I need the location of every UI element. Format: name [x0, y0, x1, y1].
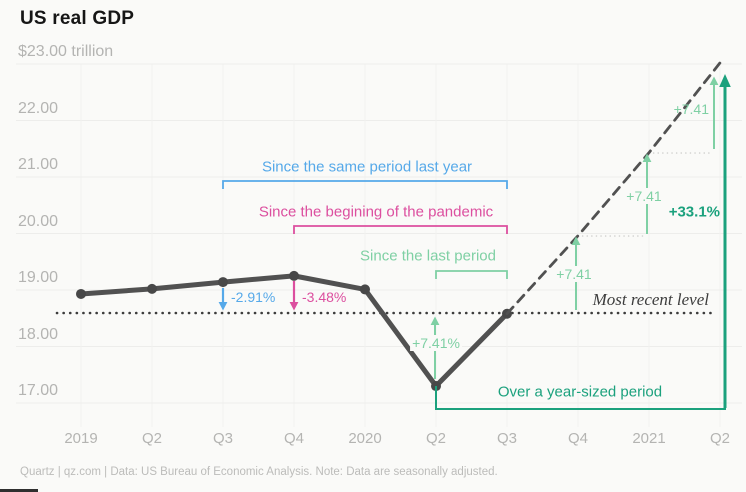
- y-axis-label-17: 17.00: [18, 382, 59, 399]
- x-axis-label-20q4: Q4: [567, 430, 588, 447]
- data-series: [76, 61, 722, 392]
- x-axis-label-20q3: Q3: [496, 430, 517, 447]
- x-axis-label-21q2: Q2: [709, 430, 730, 447]
- x-axis-label-2021: 2021: [632, 430, 666, 447]
- pct-same-period: -2.91%: [231, 289, 276, 305]
- teal-year-arrow: [719, 74, 731, 408]
- data-point: [289, 270, 299, 281]
- y-axis-label-20: 20.00: [18, 212, 59, 230]
- source-footer: Quartz | qz.com | Data: US Bureau of Eco…: [20, 466, 498, 478]
- pct-year-sized: +33.1%: [668, 203, 720, 221]
- x-axis-label-2019: 2019: [64, 430, 98, 447]
- pct-pandemic: -3.48%: [302, 289, 347, 305]
- annotation-same-period: Since the same period last year: [261, 158, 473, 176]
- projection-step-lines: [577, 152, 713, 237]
- chart-title: US real GDP: [20, 8, 135, 29]
- teal-bracket-year-sized: [435, 386, 726, 410]
- x-axis-label-19q4: Q4: [283, 430, 304, 447]
- y-axis-label-22: 22.00: [18, 99, 59, 117]
- mint-bracket-last-period: [435, 270, 508, 279]
- x-axis-label-19q2: Q2: [141, 430, 162, 447]
- bottom-edge-artifact: [0, 489, 38, 492]
- blue-down-arrow: [218, 288, 228, 311]
- annotation-pandemic: Since the begining of the pandemic: [258, 203, 494, 221]
- mint-up-arrow-trough: [430, 316, 440, 379]
- pink-down-arrow: [289, 281, 299, 311]
- y-axis-label-19: 19.00: [18, 269, 59, 286]
- x-axis-label-20q2: Q2: [425, 430, 446, 447]
- data-point: [76, 288, 86, 299]
- step-increment-1: +7.41: [553, 266, 595, 282]
- annotation-year-sized: Over a year-sized period: [497, 383, 663, 401]
- x-axis-label-19q3: Q3: [212, 430, 233, 447]
- pink-bracket-pandemic: [293, 225, 508, 234]
- x-axis-label-2020: 2020: [348, 430, 382, 447]
- data-point: [218, 277, 228, 288]
- y-axis-label-21: 21.00: [18, 156, 59, 173]
- pct-last-period: +7.41%: [410, 335, 462, 351]
- y-axis-label-18: 18.00: [18, 325, 59, 343]
- step-up-arrow-3: [709, 76, 719, 149]
- step-increment-3: +7.41: [673, 101, 709, 117]
- y-axis-label-23: $23.00 trillion: [18, 43, 114, 60]
- step-increment-2: +7.41: [623, 188, 665, 204]
- blue-bracket-same-period: [222, 180, 508, 189]
- data-point: [147, 283, 157, 294]
- data-point: [360, 284, 370, 295]
- projection-line: [505, 61, 722, 316]
- annotation-last-period: Since the last period: [360, 247, 496, 265]
- most-recent-level-label: Most recent level: [592, 290, 709, 309]
